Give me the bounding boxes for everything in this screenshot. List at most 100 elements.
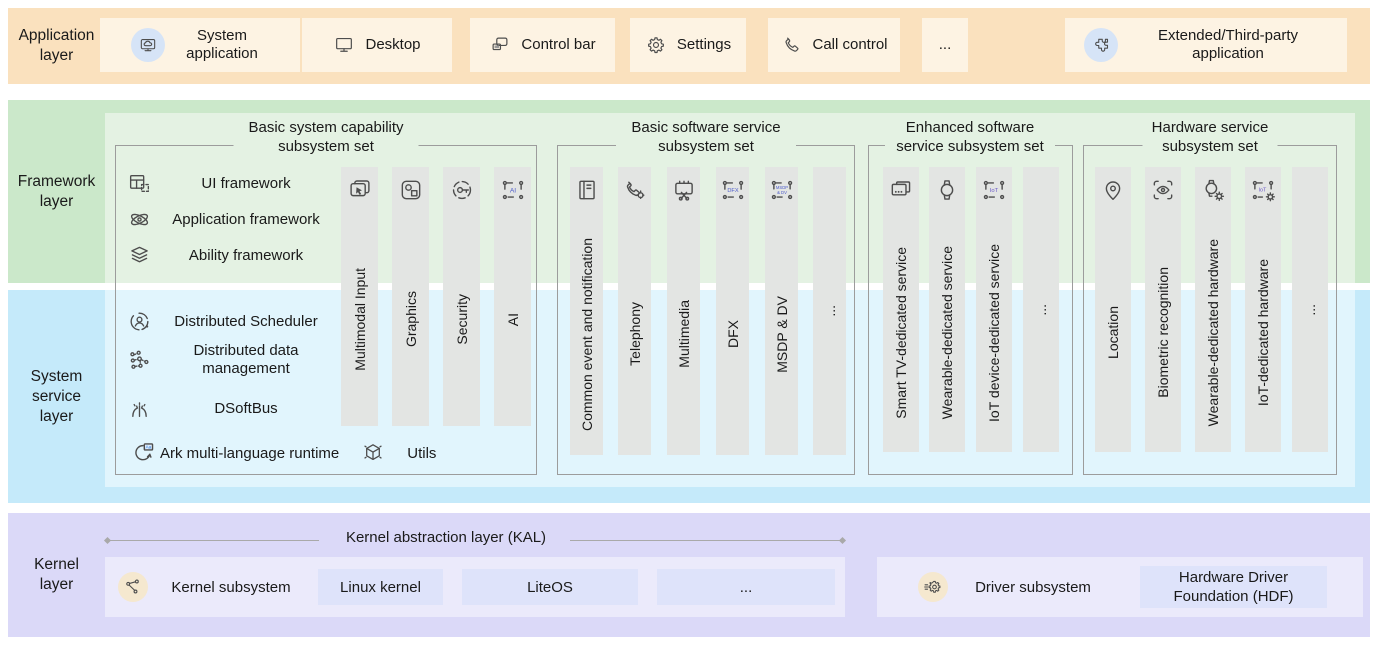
app-item-control-bar: Control bar: [470, 18, 615, 72]
kernel-subsystem-icon: [118, 572, 148, 602]
distributed-scheduler-label: Distributed Scheduler: [152, 313, 340, 331]
box-liteos: LiteOS: [462, 569, 638, 605]
distributed-data-management-label: Distributed data management: [161, 342, 331, 378]
bar-label: Multimedia: [676, 300, 692, 368]
bar-biometric-recognition: Biometric recognition: [1145, 167, 1181, 452]
bar-label: Biometric recognition: [1155, 267, 1171, 398]
app-item-settings: Settings: [630, 18, 746, 72]
smart-tv-icon: [883, 167, 919, 213]
ability-framework-label: Ability framework: [152, 247, 340, 265]
extended-application-label: Extended/Third-party application: [1128, 27, 1328, 63]
app-item-call-control: Call control: [768, 18, 900, 72]
iot-hardware-icon: IoT: [1245, 167, 1281, 213]
multimedia-icon: [667, 167, 700, 213]
distributed-data-management-icon: [127, 348, 152, 373]
call-control-label: Call control: [812, 36, 887, 54]
application-framework-label: Application framework: [152, 211, 340, 229]
bar-label: Graphics: [403, 291, 419, 347]
control-bar-icon: [489, 34, 511, 56]
ai-icon: AI: [494, 167, 531, 213]
bar-label: Smart TV-dedicated service: [893, 247, 909, 419]
bar-label: IoT device-dedicated service: [986, 244, 1002, 422]
bar-label: AI: [505, 313, 521, 326]
ability-framework-icon: [127, 243, 152, 268]
application-framework-icon: [127, 207, 152, 232]
bar-ai: AI AI: [494, 167, 531, 426]
bar-label: ...: [1302, 304, 1318, 316]
svg-text:DFX: DFX: [727, 188, 738, 194]
iot-service-icon: IoT: [976, 167, 1012, 213]
framework-layer-label: Framework layer: [8, 100, 105, 283]
bar-ellipsis: ...: [1292, 167, 1328, 452]
bar-common-event-notification: Common event and notification: [570, 167, 603, 455]
bar-label: DFX: [725, 320, 741, 348]
row-distributed-scheduler: Distributed Scheduler: [127, 309, 340, 334]
bar-label: Telephony: [627, 302, 643, 366]
extended-application-icon: [1084, 28, 1118, 62]
svg-text:& DV: & DV: [777, 190, 787, 195]
application-layer-label-text: Application layer: [12, 26, 102, 66]
bar-label: ...: [822, 305, 838, 317]
subsystem-set-title: Basic system capability subsystem set: [234, 118, 419, 156]
bar-iot-device-service: IoT IoT device-dedicated service: [976, 167, 1012, 452]
bar-label: Wearable-dedicated service: [939, 246, 955, 419]
dfx-icon: DFX: [716, 167, 749, 213]
dsoftbus-label: DSoftBus: [152, 400, 340, 418]
utils-icon: [361, 441, 385, 465]
bar-label: Common event and notification: [579, 238, 595, 431]
multimodal-input-icon: [341, 167, 378, 213]
graphics-icon: [392, 167, 429, 213]
kernel-layer-label-text: Kernel layer: [27, 555, 87, 595]
bar-msdp-dv: MSDP& DV MSDP & DV: [765, 167, 798, 455]
bar-wearable-service: Wearable-dedicated service: [929, 167, 965, 452]
ui-framework-icon: [127, 171, 152, 196]
bar-ellipsis: ...: [1023, 167, 1059, 452]
bar-graphics: Graphics: [392, 167, 429, 426]
system-service-layer-label-text: System service layer: [22, 367, 92, 427]
bar-security: Security: [443, 167, 480, 426]
bar-location: Location: [1095, 167, 1131, 452]
box-kernel-ellipsis: ...: [657, 569, 835, 605]
ark-runtime-icon: Aa: [130, 440, 156, 466]
bar-label: Multimodal Input: [352, 268, 368, 371]
framework-layer-label-text: Framework layer: [12, 172, 102, 212]
call-control-icon: [780, 34, 802, 56]
kal-label: Kernel abstraction layer (KAL): [346, 529, 546, 546]
common-event-notification-icon: [570, 167, 603, 213]
bar-label: MSDP & DV: [774, 296, 790, 373]
bar-multimedia: Multimedia: [667, 167, 700, 455]
bar-multimodal-input: Multimodal Input: [341, 167, 378, 426]
msdp-dv-icon: MSDP& DV: [765, 167, 798, 213]
app-ellipsis-label: ...: [939, 36, 952, 54]
driver-subsystem-label: Driver subsystem: [958, 557, 1108, 617]
control-bar-label: Control bar: [521, 36, 595, 54]
kal-line-right: [570, 540, 843, 541]
bar-label: Location: [1105, 306, 1121, 359]
wearable-hardware-icon: [1195, 167, 1231, 213]
bar-dfx: DFX DFX: [716, 167, 749, 455]
box-hardware-driver-foundation: Hardware Driver Foundation (HDF): [1140, 566, 1327, 608]
bar-label: IoT-dedicated hardware: [1255, 259, 1271, 406]
system-service-layer-label: System service layer: [8, 290, 105, 503]
box-linux-kernel: Linux kernel: [318, 569, 443, 605]
app-item-extended-application: Extended/Third-party application: [1065, 18, 1347, 72]
app-item-system-application: System application: [100, 18, 300, 72]
svg-text:AI: AI: [509, 187, 515, 194]
biometric-recognition-icon: [1145, 167, 1181, 213]
row-distributed-data-management: Distributed data management: [127, 342, 340, 378]
bar-label: Security: [454, 294, 470, 345]
svg-text:Aa: Aa: [146, 444, 152, 450]
bar-smart-tv-service: Smart TV-dedicated service: [883, 167, 919, 452]
subsystem-set-title: Hardware service subsystem set: [1143, 118, 1278, 156]
location-icon: [1095, 167, 1131, 213]
bar-label: ...: [1033, 304, 1049, 316]
ui-framework-label: UI framework: [152, 175, 340, 193]
row-dsoftbus: DSoftBus: [127, 396, 340, 421]
security-icon: [443, 167, 480, 213]
bar-iot-hardware: IoT IoT-dedicated hardware: [1245, 167, 1281, 452]
settings-icon: [645, 34, 667, 56]
architecture-diagram: Application layer System application Des…: [0, 0, 1378, 648]
svg-text:IoT: IoT: [1259, 188, 1268, 194]
driver-subsystem-icon: [918, 572, 948, 602]
telephony-icon: [618, 167, 651, 213]
